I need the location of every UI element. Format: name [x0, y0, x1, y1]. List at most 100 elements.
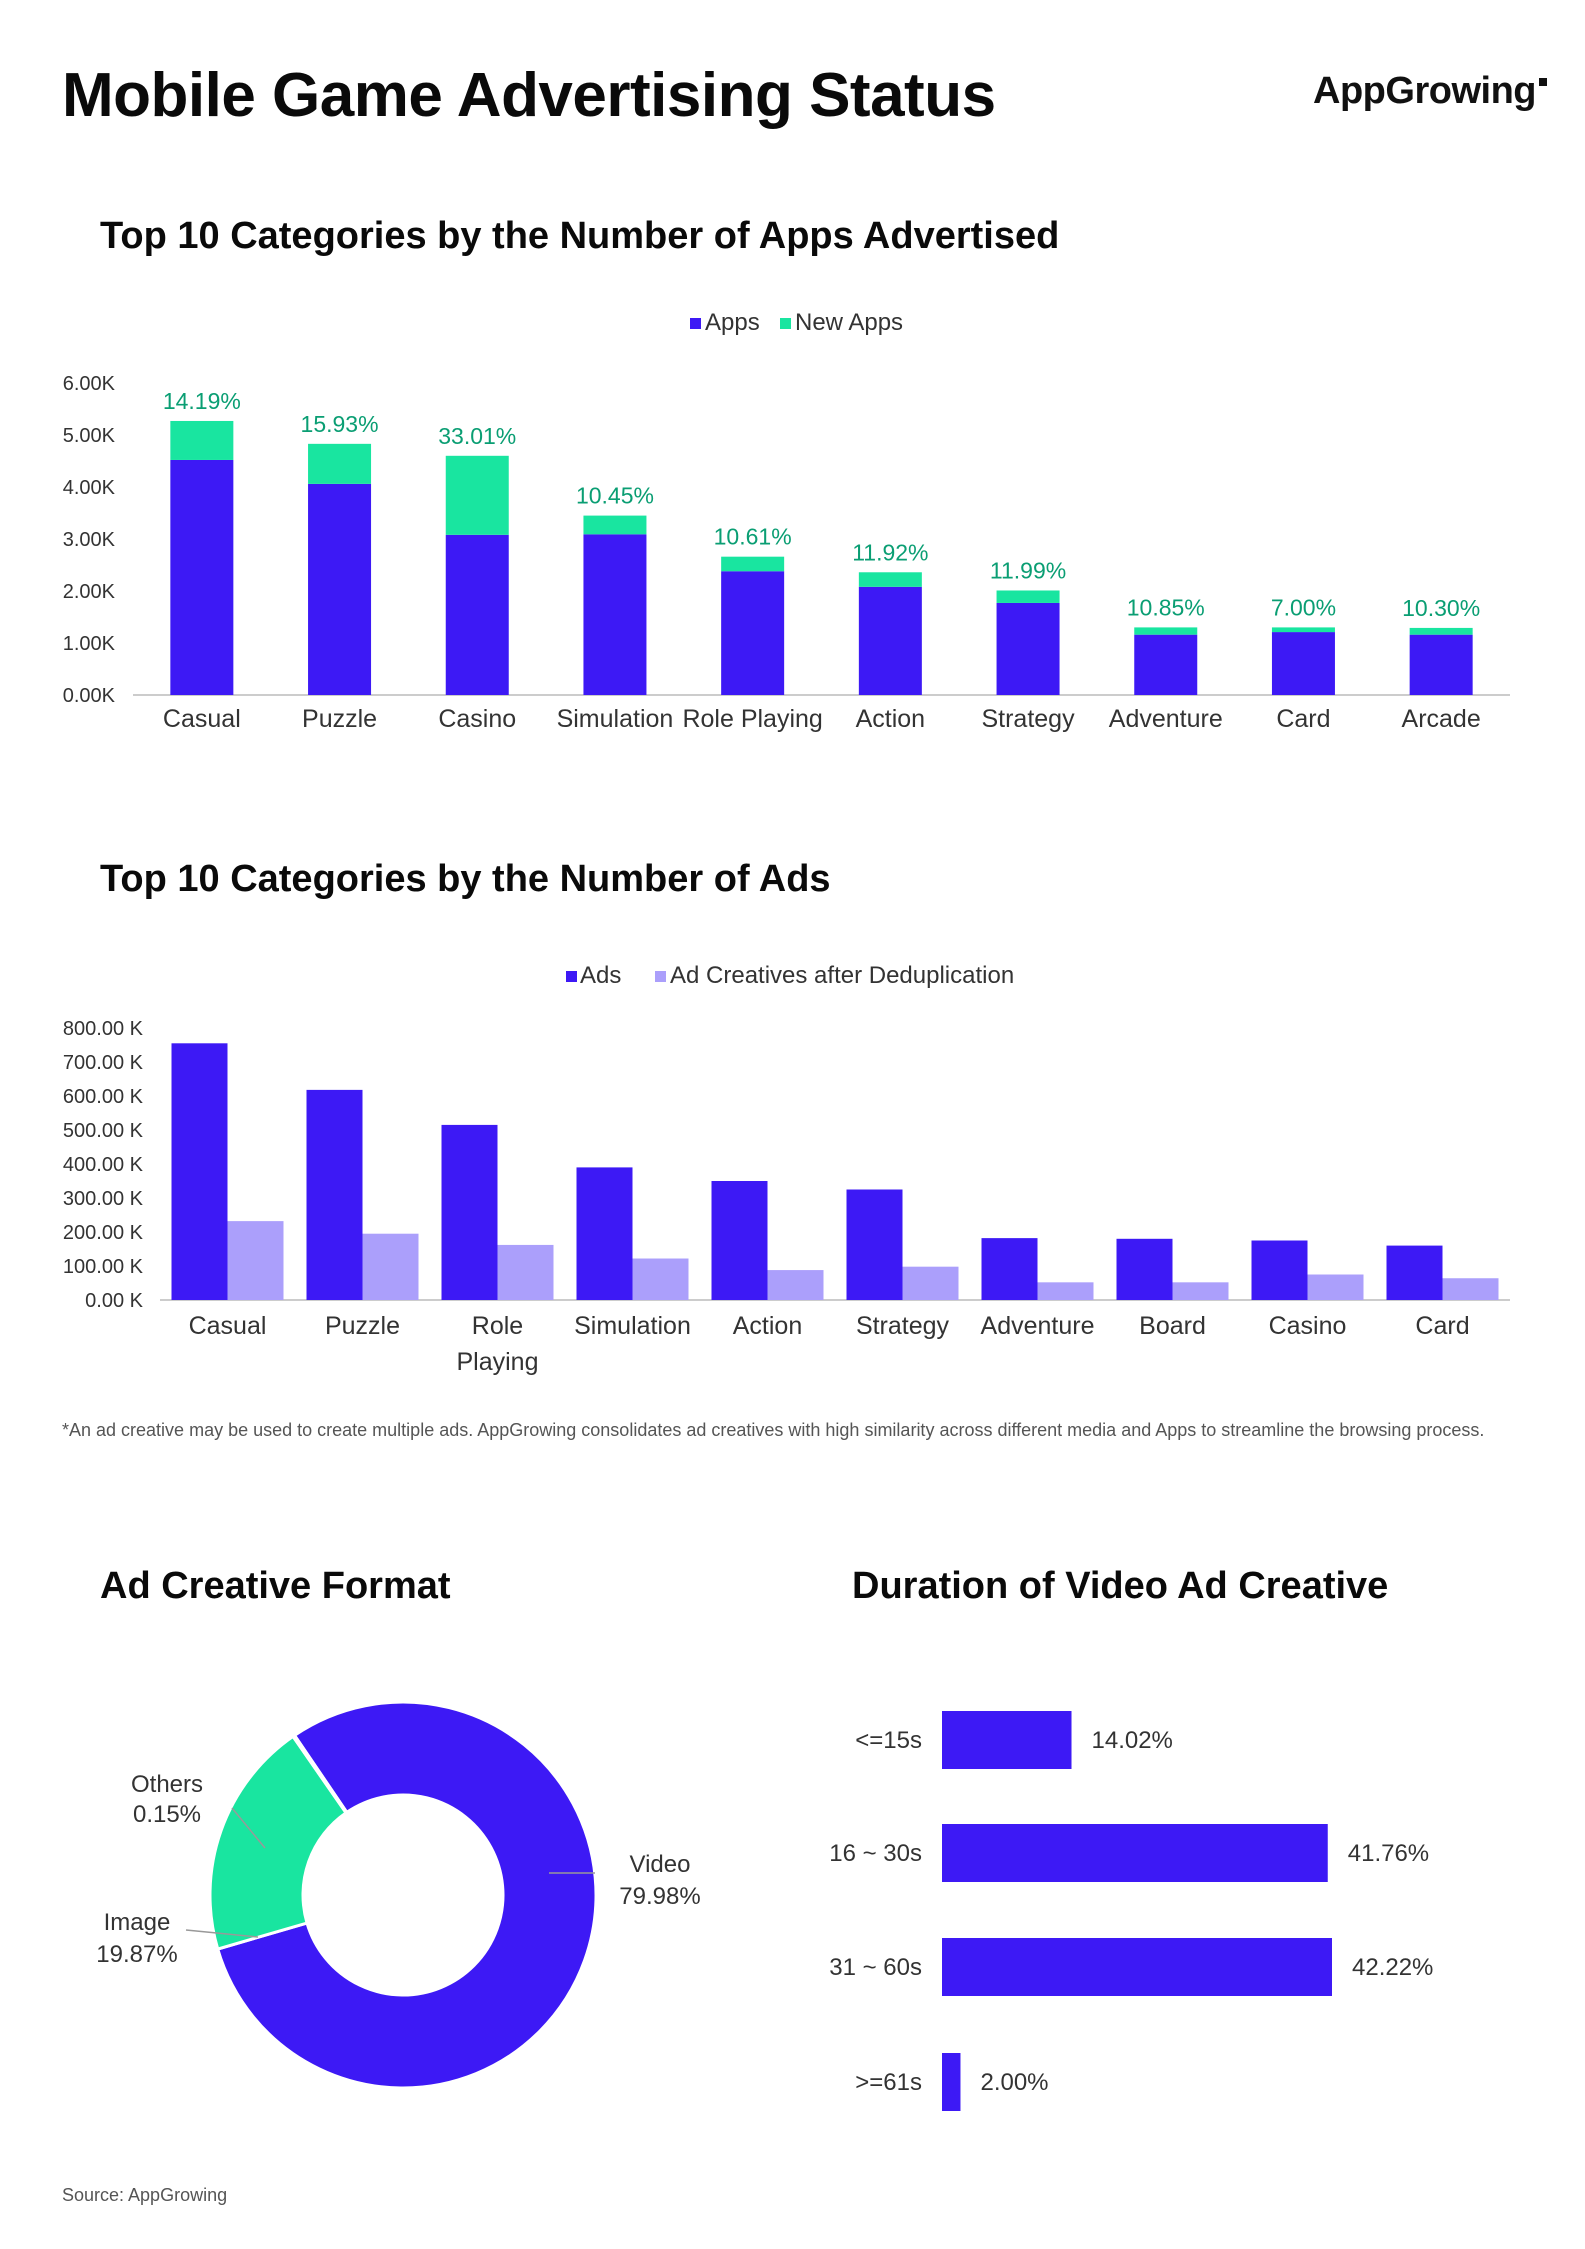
chart1-bar-new-apps [1409, 627, 1473, 635]
chart1-bar-apps [1271, 632, 1335, 695]
chart2-category-label-line2: Playing [457, 1348, 539, 1376]
chart2-bar-creatives [1442, 1278, 1499, 1300]
chart2-bar-ads [441, 1124, 498, 1300]
donut-slice-label: Others [131, 1771, 203, 1798]
chart1-data-label: 14.19% [163, 388, 241, 414]
chart2-ytick: 400.00 K [63, 1154, 144, 1176]
hbar-category-label: <=15s [855, 1727, 922, 1754]
chart2-category-label: Adventure [981, 1312, 1095, 1340]
hbar-category-label: >=61s [855, 2069, 922, 2096]
chart2-bar-creatives [1307, 1274, 1364, 1300]
chart1-bar-apps [1134, 634, 1198, 695]
hbar-data-label: 14.02% [1092, 1727, 1173, 1754]
legend-creatives-label: Ad Creatives after Deduplication [670, 962, 1014, 989]
chart1-category-label: Arcade [1402, 705, 1481, 733]
logo-text: AppGrowing [1313, 70, 1536, 112]
hbar-data-label: 41.76% [1348, 1840, 1429, 1867]
chart4-title: Duration of Video Ad Creative [852, 1565, 1389, 1607]
legend-new-apps-swatch [780, 318, 791, 329]
chart2-ytick: 500.00 K [63, 1120, 144, 1142]
hbar-category-label: 31 ~ 60s [829, 1954, 922, 1981]
donut-slice-pct: 19.87% [96, 1941, 177, 1968]
donut-slice-image [208, 1734, 349, 1951]
hbar-bar [942, 1824, 1328, 1882]
chart1-title: Top 10 Categories by the Number of Apps … [100, 215, 1060, 257]
logo-dot-icon [1539, 78, 1547, 86]
chart1-data-label: 10.30% [1402, 595, 1480, 621]
chart2-category-label: Casual [189, 1312, 267, 1340]
chart2-bar-ads [846, 1189, 903, 1300]
chart1-data-label: 10.45% [576, 483, 654, 509]
chart2-ytick: 0.00 K [85, 1290, 143, 1312]
chart1-bar-new-apps [1271, 627, 1335, 633]
hbar-bar [942, 1938, 1332, 1996]
chart2-category-label: Strategy [856, 1312, 950, 1340]
chart1-bar-new-apps [858, 572, 922, 587]
chart1-bar-apps [445, 534, 509, 695]
chart1-category-label: Simulation [557, 705, 674, 733]
chart2-category-label: Casino [1269, 1312, 1347, 1340]
chart1-ytick: 0.00K [63, 685, 116, 707]
chart2-ytick: 200.00 K [63, 1222, 144, 1244]
chart2-ytick: 300.00 K [63, 1188, 144, 1210]
chart2-bar-ads [1116, 1238, 1173, 1300]
legend-new-apps-label: New Apps [795, 309, 903, 336]
chart1-data-label: 11.99% [990, 557, 1066, 583]
chart2-bar-creatives [1172, 1282, 1229, 1300]
donut-leader-line [231, 1807, 266, 1849]
chart1-ytick: 5.00K [63, 425, 116, 447]
chart2-bar-ads [171, 1043, 228, 1300]
chart2-category-label: Simulation [574, 1312, 691, 1340]
chart1-data-label: 7.00% [1271, 594, 1336, 620]
chart2-bar-ads [576, 1167, 633, 1300]
chart1-bar-apps [858, 586, 922, 695]
chart1-ytick: 6.00K [63, 373, 116, 395]
chart1-bar-new-apps [1134, 627, 1198, 635]
chart1-bar-new-apps [583, 515, 647, 535]
chart2-bar-creatives [632, 1258, 689, 1300]
footnote: *An ad creative may be used to create mu… [62, 1420, 1485, 1440]
chart2-bar-ads [1386, 1245, 1443, 1300]
chart1-ytick: 4.00K [63, 477, 116, 499]
chart1-bar-apps [170, 459, 234, 695]
chart1-bar-new-apps [170, 420, 234, 460]
hbar-bar [942, 1711, 1072, 1769]
chart2-category-label: Puzzle [325, 1312, 400, 1340]
page-title: Mobile Game Advertising Status [62, 61, 996, 130]
chart1-data-label: 10.61% [714, 524, 792, 550]
donut-slice-others [290, 1733, 349, 1815]
donut-slice-pct: 79.98% [619, 1883, 700, 1910]
chart2-bar-ads [1251, 1240, 1308, 1300]
donut-slice-label: Image [104, 1909, 171, 1936]
hbar-category-label: 16 ~ 30s [829, 1840, 922, 1867]
chart1-bar-apps [308, 483, 372, 695]
chart1-category-label: Card [1276, 705, 1330, 733]
chart1-category-label: Role Playing [682, 705, 822, 733]
chart1-data-label: 15.93% [301, 411, 379, 437]
chart1-category-label: Adventure [1109, 705, 1223, 733]
chart1-bar-apps [583, 534, 647, 695]
source-note: Source: AppGrowing [62, 2185, 228, 2205]
chart2-title: Top 10 Categories by the Number of Ads [100, 858, 831, 900]
donut-slice-label: Video [630, 1851, 691, 1878]
chart1-bar-new-apps [721, 556, 785, 572]
chart1-data-label: 11.92% [852, 539, 928, 565]
donut-slice-video [215, 1700, 598, 2090]
chart1-ytick: 2.00K [63, 581, 116, 603]
chart3-title: Ad Creative Format [100, 1565, 451, 1607]
legend-ads-swatch [566, 971, 577, 982]
hbar-data-label: 42.22% [1352, 1954, 1433, 1981]
chart2-ytick: 100.00 K [63, 1256, 144, 1278]
legend-apps-swatch [690, 318, 701, 329]
hbar-bar [942, 2053, 961, 2111]
chart2-bar-creatives [902, 1266, 959, 1300]
chart2-category-label: Board [1139, 1312, 1206, 1340]
hbar-data-label: 2.00% [980, 2069, 1048, 2096]
legend-apps-label: Apps [705, 309, 760, 336]
chart2-bar-creatives [227, 1221, 284, 1300]
legend-creatives-swatch [655, 971, 666, 982]
chart1-data-label: 10.85% [1127, 594, 1205, 620]
chart2-category-label: Card [1415, 1312, 1469, 1340]
chart1-category-label: Casual [163, 705, 241, 733]
